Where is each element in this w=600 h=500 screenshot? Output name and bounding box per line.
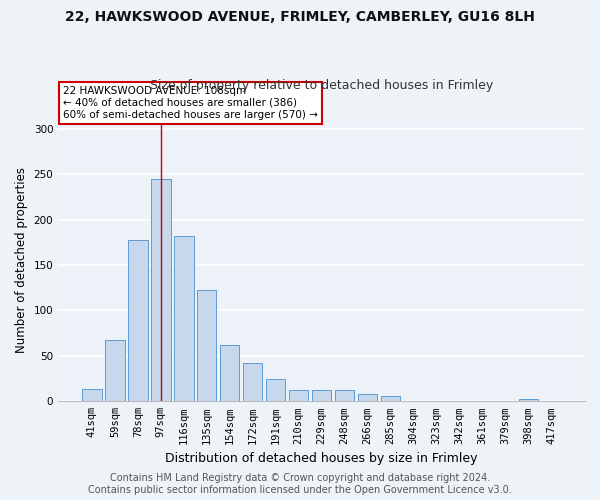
- Bar: [266, 378, 286, 402]
- Bar: [381, 396, 400, 402]
- Text: 22, HAWKSWOOD AVENUE, FRIMLEY, CAMBERLEY, GU16 8LH: 22, HAWKSWOOD AVENUE, FRIMLEY, CAMBERLEY…: [65, 10, 535, 24]
- Bar: [174, 236, 194, 402]
- Text: 22 HAWKSWOOD AVENUE: 108sqm
← 40% of detached houses are smaller (386)
60% of se: 22 HAWKSWOOD AVENUE: 108sqm ← 40% of det…: [64, 86, 319, 120]
- Bar: [220, 345, 239, 402]
- Bar: [335, 390, 355, 402]
- Bar: [243, 363, 262, 402]
- Text: Contains HM Land Registry data © Crown copyright and database right 2024.
Contai: Contains HM Land Registry data © Crown c…: [88, 474, 512, 495]
- Bar: [197, 290, 217, 402]
- Bar: [82, 388, 101, 402]
- Bar: [289, 390, 308, 402]
- Bar: [105, 340, 125, 402]
- Title: Size of property relative to detached houses in Frimley: Size of property relative to detached ho…: [150, 79, 493, 92]
- Bar: [151, 178, 170, 402]
- Bar: [128, 240, 148, 402]
- Bar: [358, 394, 377, 402]
- Bar: [518, 398, 538, 402]
- Y-axis label: Number of detached properties: Number of detached properties: [15, 168, 28, 354]
- X-axis label: Distribution of detached houses by size in Frimley: Distribution of detached houses by size …: [166, 452, 478, 465]
- Bar: [312, 390, 331, 402]
